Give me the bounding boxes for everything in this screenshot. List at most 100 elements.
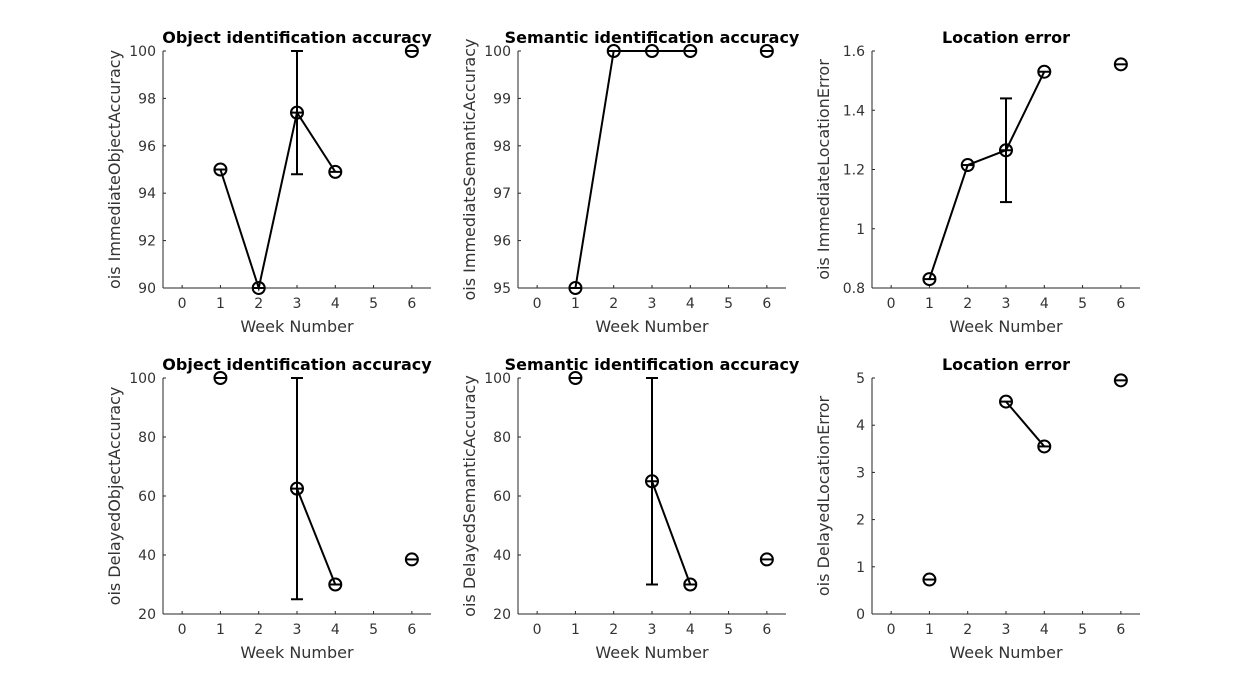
y-tick-label: 100 (484, 44, 511, 60)
x-tick-label: 3 (648, 296, 657, 312)
x-tick-label: 2 (254, 296, 263, 312)
y-tick-label: 4 (856, 418, 865, 434)
x-tick-label: 4 (686, 296, 695, 312)
x-tick-label: 6 (762, 296, 771, 312)
y-tick-label: 20 (493, 607, 511, 623)
chart-title: Object identification accuracy (162, 28, 432, 47)
x-tick-label: 3 (648, 622, 657, 638)
x-tick-label: 3 (293, 622, 302, 638)
x-axis-label: Week Number (949, 317, 1063, 336)
x-tick-label: 1 (571, 296, 580, 312)
series-line (219, 110, 337, 292)
series-line (651, 480, 692, 585)
x-tick-label: 1 (925, 622, 934, 638)
series-line (296, 488, 337, 585)
chart-title: Semantic identification accuracy (505, 355, 800, 374)
x-tick-label: 2 (609, 622, 618, 638)
y-tick-label: 60 (493, 489, 511, 505)
x-tick-label: 3 (1002, 622, 1011, 638)
y-axis-label: ois DelayedSemanticAccuracy (460, 375, 479, 617)
chart-title: Object identification accuracy (162, 355, 432, 374)
x-axis-label: Week Number (240, 643, 354, 662)
x-tick-label: 6 (762, 622, 771, 638)
x-tick-label: 6 (1116, 622, 1125, 638)
x-tick-label: 0 (533, 296, 542, 312)
y-tick-label: 60 (138, 489, 156, 505)
series-line (574, 50, 691, 289)
chart-title: Location error (942, 355, 1070, 374)
y-tick-label: 96 (138, 139, 156, 155)
y-tick-label: 3 (856, 465, 865, 481)
y-tick-label: 99 (493, 91, 511, 107)
y-tick-label: 1 (856, 222, 865, 238)
x-tick-label: 1 (925, 296, 934, 312)
y-tick-label: 90 (138, 281, 156, 297)
y-tick-label: 100 (484, 371, 511, 387)
x-tick-label: 3 (1002, 296, 1011, 312)
chart-panel-3: 0 1 2 3 4 5 6 0.8 1 1.2 1.4 1.6 Location error Week N… (814, 28, 1140, 336)
x-tick-label: 0 (178, 296, 187, 312)
x-tick-label: 0 (178, 622, 187, 638)
x-tick-label: 4 (1040, 296, 1049, 312)
x-tick-label: 5 (1078, 622, 1087, 638)
y-tick-label: 40 (138, 548, 156, 564)
x-tick-label: 5 (724, 296, 733, 312)
y-tick-label: 100 (129, 44, 156, 60)
y-tick-label: 2 (856, 513, 865, 529)
x-tick-label: 5 (369, 296, 378, 312)
series-1 (568, 371, 774, 592)
y-tick-label: 100 (129, 371, 156, 387)
y-tick-label: 92 (138, 234, 156, 250)
x-tick-label: 1 (571, 622, 580, 638)
x-tick-label: 0 (887, 296, 896, 312)
y-tick-label: 97 (493, 186, 511, 202)
chart-panel-4: 0 1 2 3 4 5 6 20 40 60 80 100 Object identification … (105, 355, 432, 662)
x-tick-label: 0 (887, 622, 896, 638)
y-tick-label: 94 (138, 186, 156, 202)
series-line (928, 71, 1046, 280)
y-tick-label: 80 (493, 430, 511, 446)
y-tick-label: 1.4 (843, 103, 865, 119)
series-1 (568, 44, 774, 295)
y-tick-label: 95 (493, 281, 511, 297)
chart-panel-1: 0 1 2 3 4 5 6 90 92 94 96 98 100 Object identificatio… (105, 28, 432, 336)
x-tick-label: 2 (963, 296, 972, 312)
y-tick-label: 0.8 (843, 281, 865, 297)
x-tick-label: 4 (331, 622, 340, 638)
y-tick-label: 0 (856, 607, 865, 623)
x-axis-label: Week Number (595, 317, 709, 336)
y-tick-label: 40 (493, 548, 511, 564)
y-tick-label: 1 (856, 560, 865, 576)
x-tick-label: 5 (369, 622, 378, 638)
y-axis-label: ois DelayedLocationError (814, 395, 833, 596)
x-tick-label: 2 (963, 622, 972, 638)
x-tick-label: 6 (407, 296, 416, 312)
x-tick-label: 5 (724, 622, 733, 638)
x-tick-label: 4 (1040, 622, 1049, 638)
y-axis-label: ois DelayedObjectAccuracy (105, 387, 124, 606)
x-tick-label: 1 (216, 296, 225, 312)
chart-title: Location error (942, 28, 1070, 47)
y-tick-label: 1.6 (843, 44, 865, 60)
x-axis-label: Week Number (949, 643, 1063, 662)
x-tick-label: 2 (609, 296, 618, 312)
y-tick-label: 5 (856, 371, 865, 387)
y-tick-label: 80 (138, 430, 156, 446)
series-1 (213, 371, 419, 601)
y-axis-label: ois ImmediateSemanticAccuracy (460, 38, 479, 300)
y-tick-label: 96 (493, 234, 511, 250)
y-tick-label: 1.2 (843, 163, 865, 179)
x-tick-label: 6 (1116, 296, 1125, 312)
y-tick-label: 98 (493, 139, 511, 155)
series-line (1005, 400, 1046, 448)
y-tick-label: 98 (138, 91, 156, 107)
y-axis-label: ois ImmediateObjectAccuracy (105, 50, 124, 289)
series-1 (922, 57, 1128, 287)
x-axis-label: Week Number (595, 643, 709, 662)
x-tick-label: 3 (293, 296, 302, 312)
series-1 (922, 373, 1128, 587)
x-tick-label: 4 (331, 296, 340, 312)
